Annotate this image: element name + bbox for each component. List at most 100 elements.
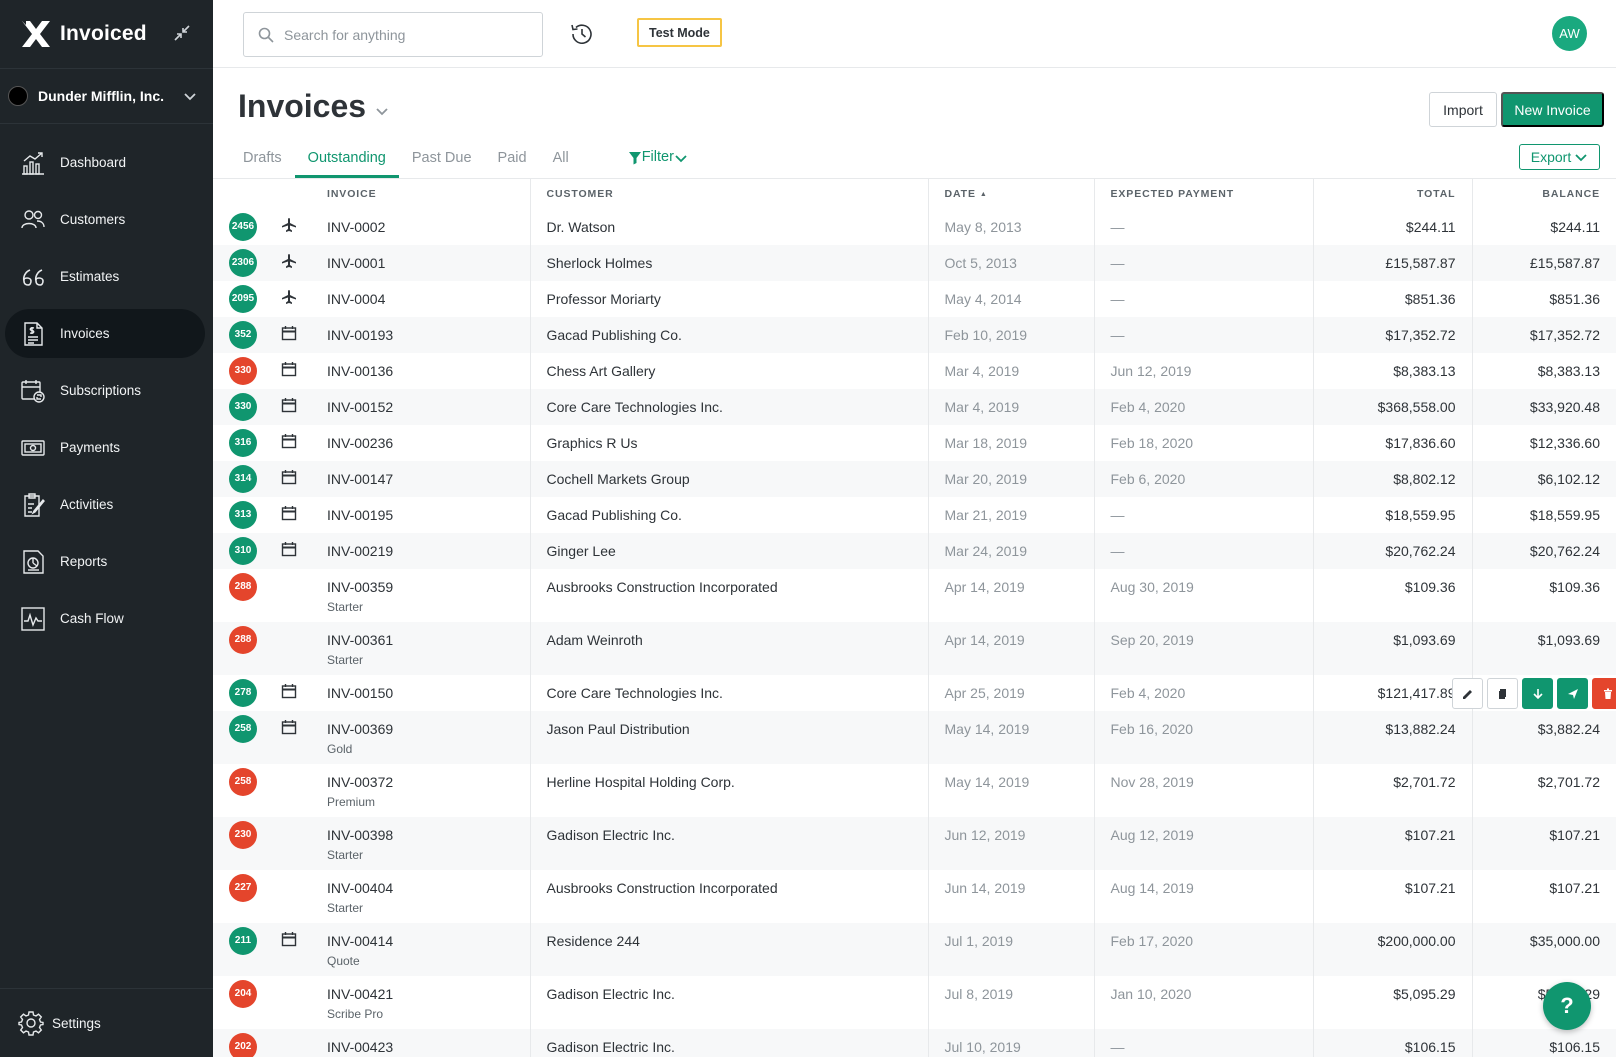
sidebar-item-customers[interactable]: Customers xyxy=(5,195,205,244)
table-row[interactable]: 230 INV-00398 Starter Gadison Electric Inc.… xyxy=(213,816,1616,870)
brand[interactable]: Invoiced xyxy=(0,0,213,68)
sidebar-item-subscriptions[interactable]: Subscriptions xyxy=(5,366,205,415)
table-row[interactable]: 2306 INV-0001 Sherlock Holmes Oct 5, 2013— £… xyxy=(213,244,1616,281)
invoice-number[interactable]: INV-00195 xyxy=(327,506,394,523)
chevron-down-icon xyxy=(675,155,687,163)
page-title[interactable]: Invoices xyxy=(238,88,390,125)
header-expected-payment[interactable]: EXPECTED PAYMENT xyxy=(1093,178,1313,209)
invoice-balance: $33,920.48 xyxy=(1471,388,1616,425)
tab-paid[interactable]: Paid xyxy=(497,150,527,166)
invoice-number[interactable]: INV-00398 xyxy=(327,826,394,843)
invoice-number[interactable]: INV-00369 xyxy=(327,720,394,737)
header-balance[interactable]: BALANCE xyxy=(1471,178,1616,209)
header-invoice[interactable]: INVOICE xyxy=(311,178,530,209)
invoice-date: Mar 4, 2019 xyxy=(927,352,1094,389)
header-customer[interactable]: CUSTOMER xyxy=(529,178,928,209)
history-icon[interactable] xyxy=(569,21,595,47)
customer-name: Professor Moriarty xyxy=(529,280,928,317)
invoice-total: $107.21 xyxy=(1312,869,1472,923)
sidebar-item-dashboard[interactable]: Dashboard xyxy=(5,138,205,187)
company-switcher[interactable]: Dunder Mifflin, Inc. xyxy=(0,68,213,124)
test-mode-badge[interactable]: Test Mode xyxy=(637,18,722,47)
sidebar-item-payments[interactable]: Payments xyxy=(5,423,205,472)
invoice-number[interactable]: INV-00193 xyxy=(327,326,394,343)
help-button[interactable]: ? xyxy=(1543,982,1591,1030)
tab-past-due[interactable]: Past Due xyxy=(411,150,472,166)
search-box[interactable] xyxy=(243,12,543,57)
table-row[interactable]: 330 INV-00136 Chess Art Gallery Mar 4, 2019… xyxy=(213,352,1616,389)
sidebar-item-invoices[interactable]: Invoices xyxy=(5,309,205,358)
table-row[interactable]: 288 INV-00361 Starter Adam Weinroth Apr 14, … xyxy=(213,621,1616,675)
invoice-number[interactable]: INV-00136 xyxy=(327,362,394,379)
table-row[interactable]: 313 INV-00195 Gacad Publishing Co. Mar 21, … xyxy=(213,496,1616,533)
download-button[interactable] xyxy=(1522,678,1553,709)
tab-drafts[interactable]: Drafts xyxy=(243,150,282,166)
tab-outstanding[interactable]: Outstanding xyxy=(294,142,399,178)
sidebar-item-cash-flow[interactable]: Cash Flow xyxy=(5,594,205,643)
invoice-number[interactable]: INV-00414 xyxy=(327,932,394,949)
table-row[interactable]: 227 INV-00404 Starter Ausbrooks Constructio… xyxy=(213,869,1616,923)
app-name: Invoiced xyxy=(60,22,147,45)
invoice-number[interactable]: INV-00236 xyxy=(327,434,394,451)
invoice-number[interactable]: INV-00421 xyxy=(327,985,394,1002)
days-badge: 258 xyxy=(229,714,257,743)
table-row[interactable]: 2095 INV-0004 Professor Moriarty May 4, 201… xyxy=(213,280,1616,317)
invoice-number[interactable]: INV-00152 xyxy=(327,398,394,415)
invoice-number[interactable]: INV-00423 xyxy=(327,1038,394,1055)
delete-button[interactable] xyxy=(1592,678,1616,709)
header-total[interactable]: TOTAL xyxy=(1312,178,1472,209)
days-badge: 227 xyxy=(229,873,257,902)
sidebar-item-reports[interactable]: Reports xyxy=(5,537,205,586)
invoice-number[interactable]: INV-0002 xyxy=(327,218,386,235)
export-button[interactable]: Export xyxy=(1519,144,1600,170)
table-row[interactable]: 258 INV-00369 Gold Jason Paul Distribution M… xyxy=(213,710,1616,764)
new-invoice-button[interactable]: New Invoice xyxy=(1501,92,1604,127)
expected-payment: Feb 6, 2020 xyxy=(1093,460,1313,497)
sidebar-item-settings[interactable]: Settings xyxy=(0,988,213,1057)
invoice-balance: $106.15 xyxy=(1471,1028,1616,1057)
table-row[interactable]: 202 INV-00423 Gadison Electric Inc. Jul 10,… xyxy=(213,1028,1616,1057)
days-badge: 288 xyxy=(229,625,257,654)
table-row[interactable]: 278 INV-00150 Core Care Technologies Inc. A… xyxy=(213,674,1616,711)
table-row[interactable]: 204 INV-00421 Scribe Pro Gadison Electric I… xyxy=(213,975,1616,1029)
duplicate-button[interactable] xyxy=(1487,678,1518,709)
invoice-number[interactable]: INV-0001 xyxy=(327,254,386,271)
invoice-number[interactable]: INV-00361 xyxy=(327,631,394,648)
days-badge: 352 xyxy=(229,320,257,349)
edit-button[interactable] xyxy=(1452,678,1483,709)
invoice-number[interactable]: INV-0004 xyxy=(327,290,386,307)
table-row[interactable]: 330 INV-00152 Core Care Technologies Inc. M… xyxy=(213,388,1616,425)
days-badge: 316 xyxy=(229,428,257,457)
table-row[interactable]: 2456 INV-0002 Dr. Watson May 8, 2013— $244.1… xyxy=(213,208,1616,245)
invoice-tag: Starter xyxy=(327,652,364,667)
header-date[interactable]: DATE ▲ xyxy=(927,178,1094,209)
invoice-number[interactable]: INV-00359 xyxy=(327,578,394,595)
sidebar-item-estimates[interactable]: Estimates xyxy=(5,252,205,301)
table-row[interactable]: 211 INV-00414 Quote Residence 244 Jul 1, 201… xyxy=(213,922,1616,976)
invoice-balance: $12,336.60 xyxy=(1471,424,1616,461)
table-row[interactable]: 316 INV-00236 Graphics R Us Mar 18, 2019 Feb… xyxy=(213,424,1616,461)
sidebar-item-activities[interactable]: Activities xyxy=(5,480,205,529)
filter-button[interactable]: Filter xyxy=(628,142,688,165)
invoice-number[interactable]: INV-00372 xyxy=(327,773,394,790)
table-row[interactable]: 310 INV-00219 Ginger Lee Mar 24, 2019— $20,7… xyxy=(213,532,1616,569)
invoice-balance: $244.11 xyxy=(1471,208,1616,245)
invoice-total: £15,587.87 xyxy=(1312,244,1472,281)
send-button[interactable] xyxy=(1557,678,1588,709)
table-row[interactable]: 288 INV-00359 Starter Ausbrooks Constructio… xyxy=(213,568,1616,622)
customer-name: Adam Weinroth xyxy=(529,621,928,675)
invoice-number[interactable]: INV-00150 xyxy=(327,684,394,701)
days-badge: 330 xyxy=(229,392,257,421)
tab-all[interactable]: All xyxy=(552,150,569,166)
table-row[interactable]: 258 INV-00372 Premium Herline Hospital Hold… xyxy=(213,763,1616,817)
user-avatar[interactable]: AW xyxy=(1552,16,1587,51)
table-row[interactable]: 314 INV-00147 Cochell Markets Group Mar 20,… xyxy=(213,460,1616,497)
import-button[interactable]: Import xyxy=(1429,92,1497,127)
search-input[interactable] xyxy=(284,26,524,43)
invoice-number[interactable]: INV-00404 xyxy=(327,879,394,896)
collapse-icon[interactable] xyxy=(173,24,191,42)
invoice-date: Mar 21, 2019 xyxy=(927,496,1094,533)
invoice-number[interactable]: INV-00147 xyxy=(327,470,394,487)
invoice-number[interactable]: INV-00219 xyxy=(327,542,394,559)
table-row[interactable]: 352 INV-00193 Gacad Publishing Co. Feb 10, … xyxy=(213,316,1616,353)
